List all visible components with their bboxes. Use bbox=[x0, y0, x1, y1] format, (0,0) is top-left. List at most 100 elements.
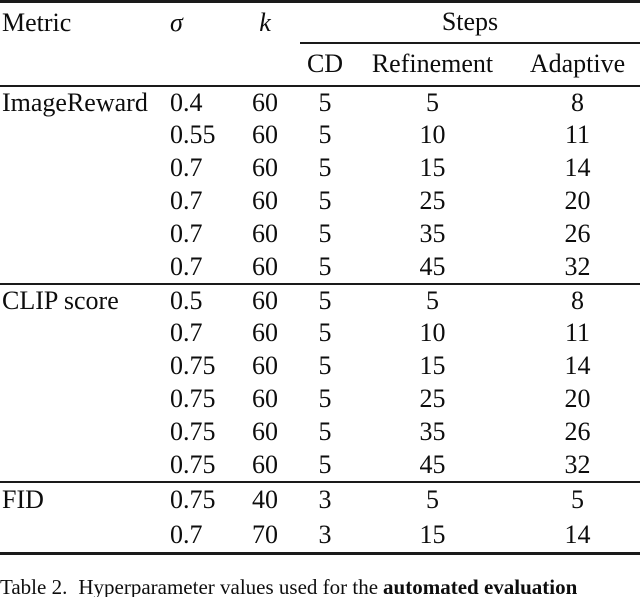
header-spacer bbox=[165, 43, 230, 86]
cell-k: 60 bbox=[252, 153, 278, 182]
cell-k: 60 bbox=[252, 417, 278, 446]
cell-k: 70 bbox=[252, 519, 278, 549]
cell-metric-empty bbox=[0, 449, 165, 482]
cell-cd: 5 bbox=[318, 417, 332, 446]
col-header-sigma: σ bbox=[170, 7, 183, 37]
cell-k: 40 bbox=[252, 485, 278, 514]
cell-sigma: 0.7 bbox=[170, 251, 203, 281]
table-row: 0.7 60 5 15 14 bbox=[0, 152, 640, 185]
group-clip-score: CLIP score 0.5 60 5 5 8 0.7 60 5 10 11 0… bbox=[0, 283, 640, 482]
cell-adaptive: 20 bbox=[564, 384, 591, 413]
cell-metric-empty bbox=[0, 518, 165, 554]
cell-k: 60 bbox=[252, 186, 278, 215]
table-row: 0.75 60 5 25 20 bbox=[0, 383, 640, 416]
cell-sigma: 0.4 bbox=[170, 87, 203, 117]
header-spacer bbox=[230, 43, 300, 86]
table-row: 0.75 60 5 45 32 bbox=[0, 449, 640, 482]
cell-adaptive: 11 bbox=[564, 318, 591, 347]
col-header-cd: CD bbox=[306, 49, 344, 78]
cell-metric-empty bbox=[0, 218, 165, 251]
cell-cd: 5 bbox=[318, 251, 332, 281]
cell-cd: 5 bbox=[318, 186, 332, 215]
cell-sigma: 0.7 bbox=[170, 318, 203, 347]
cell-refinement: 45 bbox=[419, 251, 446, 281]
cell-refinement: 35 bbox=[419, 417, 446, 446]
cell-metric-empty bbox=[0, 350, 165, 383]
cell-k: 60 bbox=[252, 87, 278, 117]
cell-adaptive: 14 bbox=[564, 519, 591, 549]
cell-metric-empty bbox=[0, 185, 165, 218]
table-row: 0.7 60 5 25 20 bbox=[0, 185, 640, 218]
table-row: 0.7 60 5 45 32 bbox=[0, 251, 640, 284]
cell-k: 60 bbox=[252, 318, 278, 347]
cell-k: 60 bbox=[252, 449, 278, 479]
col-header-metric: Metric bbox=[2, 7, 72, 37]
cell-sigma: 0.7 bbox=[170, 519, 203, 549]
header-spacer bbox=[0, 43, 165, 86]
cell-cd: 3 bbox=[318, 519, 332, 549]
cell-refinement: 10 bbox=[419, 318, 446, 347]
cell-metric-empty bbox=[0, 152, 165, 185]
table-row: 0.75 60 5 15 14 bbox=[0, 350, 640, 383]
cell-k: 60 bbox=[252, 384, 278, 413]
cell-refinement: 15 bbox=[419, 351, 446, 380]
cell-adaptive: 11 bbox=[564, 120, 591, 149]
cell-k: 60 bbox=[252, 219, 278, 248]
cell-metric-empty bbox=[0, 317, 165, 350]
cell-sigma: 0.75 bbox=[170, 485, 216, 514]
group-fid: FID 0.75 40 3 5 5 0.7 70 3 15 14 bbox=[0, 481, 640, 554]
cell-adaptive: 8 bbox=[571, 87, 584, 117]
cell-metric-empty bbox=[0, 251, 165, 284]
cell-metric-empty bbox=[0, 119, 165, 152]
cell-metric-empty bbox=[0, 416, 165, 449]
table-row: 0.55 60 5 10 11 bbox=[0, 119, 640, 152]
group-imagereward: ImageReward 0.4 60 5 5 8 0.55 60 5 10 11… bbox=[0, 86, 640, 284]
col-header-steps: Steps bbox=[300, 1, 640, 44]
cell-k: 60 bbox=[252, 120, 278, 149]
cell-metric: CLIP score bbox=[2, 285, 119, 315]
cell-sigma: 0.75 bbox=[170, 417, 216, 446]
cell-adaptive: 32 bbox=[564, 449, 591, 479]
cell-cd: 5 bbox=[318, 384, 332, 413]
cell-sigma: 0.7 bbox=[170, 153, 203, 182]
cell-refinement: 10 bbox=[419, 120, 446, 149]
cell-refinement: 5 bbox=[426, 87, 439, 117]
table-row: CLIP score 0.5 60 5 5 8 bbox=[0, 284, 640, 317]
cell-cd: 5 bbox=[318, 87, 332, 117]
cell-sigma: 0.7 bbox=[170, 219, 203, 248]
cell-cd: 5 bbox=[318, 285, 332, 315]
table-row: 0.7 60 5 10 11 bbox=[0, 317, 640, 350]
col-header-refinement: Refinement bbox=[371, 49, 494, 78]
table-row: 0.75 60 5 35 26 bbox=[0, 416, 640, 449]
cell-cd: 5 bbox=[318, 351, 332, 380]
cell-metric: ImageReward bbox=[2, 87, 148, 117]
caption-highlight: automated evaluation bbox=[383, 575, 578, 597]
header-row-sub: CD Refinement Adaptive bbox=[0, 43, 640, 86]
cell-cd: 3 bbox=[318, 485, 332, 514]
cell-metric-empty bbox=[0, 383, 165, 416]
cell-refinement: 5 bbox=[426, 485, 439, 514]
cell-refinement: 25 bbox=[419, 186, 446, 215]
table-row: 0.7 60 5 35 26 bbox=[0, 218, 640, 251]
cell-sigma: 0.75 bbox=[170, 449, 216, 479]
cell-sigma: 0.7 bbox=[170, 186, 203, 215]
cell-sigma: 0.5 bbox=[170, 285, 203, 315]
cell-adaptive: 5 bbox=[571, 485, 584, 514]
cell-adaptive: 26 bbox=[564, 219, 591, 248]
cell-k: 60 bbox=[252, 285, 278, 315]
cell-sigma: 0.55 bbox=[170, 120, 216, 149]
cell-refinement: 45 bbox=[419, 449, 446, 479]
cell-metric: FID bbox=[2, 485, 44, 514]
cell-refinement: 35 bbox=[419, 219, 446, 248]
cell-sigma: 0.75 bbox=[170, 384, 216, 413]
cell-sigma: 0.75 bbox=[170, 351, 216, 380]
cell-cd: 5 bbox=[318, 120, 332, 149]
cell-k: 60 bbox=[252, 351, 278, 380]
cell-cd: 5 bbox=[318, 449, 332, 479]
caption-text: Hyperparameter values used for the bbox=[78, 575, 379, 597]
table-row: ImageReward 0.4 60 5 5 8 bbox=[0, 86, 640, 119]
table-caption: Table 2. Hyperparameter values used for t… bbox=[0, 574, 640, 597]
col-header-k: k bbox=[259, 7, 271, 37]
cell-adaptive: 26 bbox=[564, 417, 591, 446]
